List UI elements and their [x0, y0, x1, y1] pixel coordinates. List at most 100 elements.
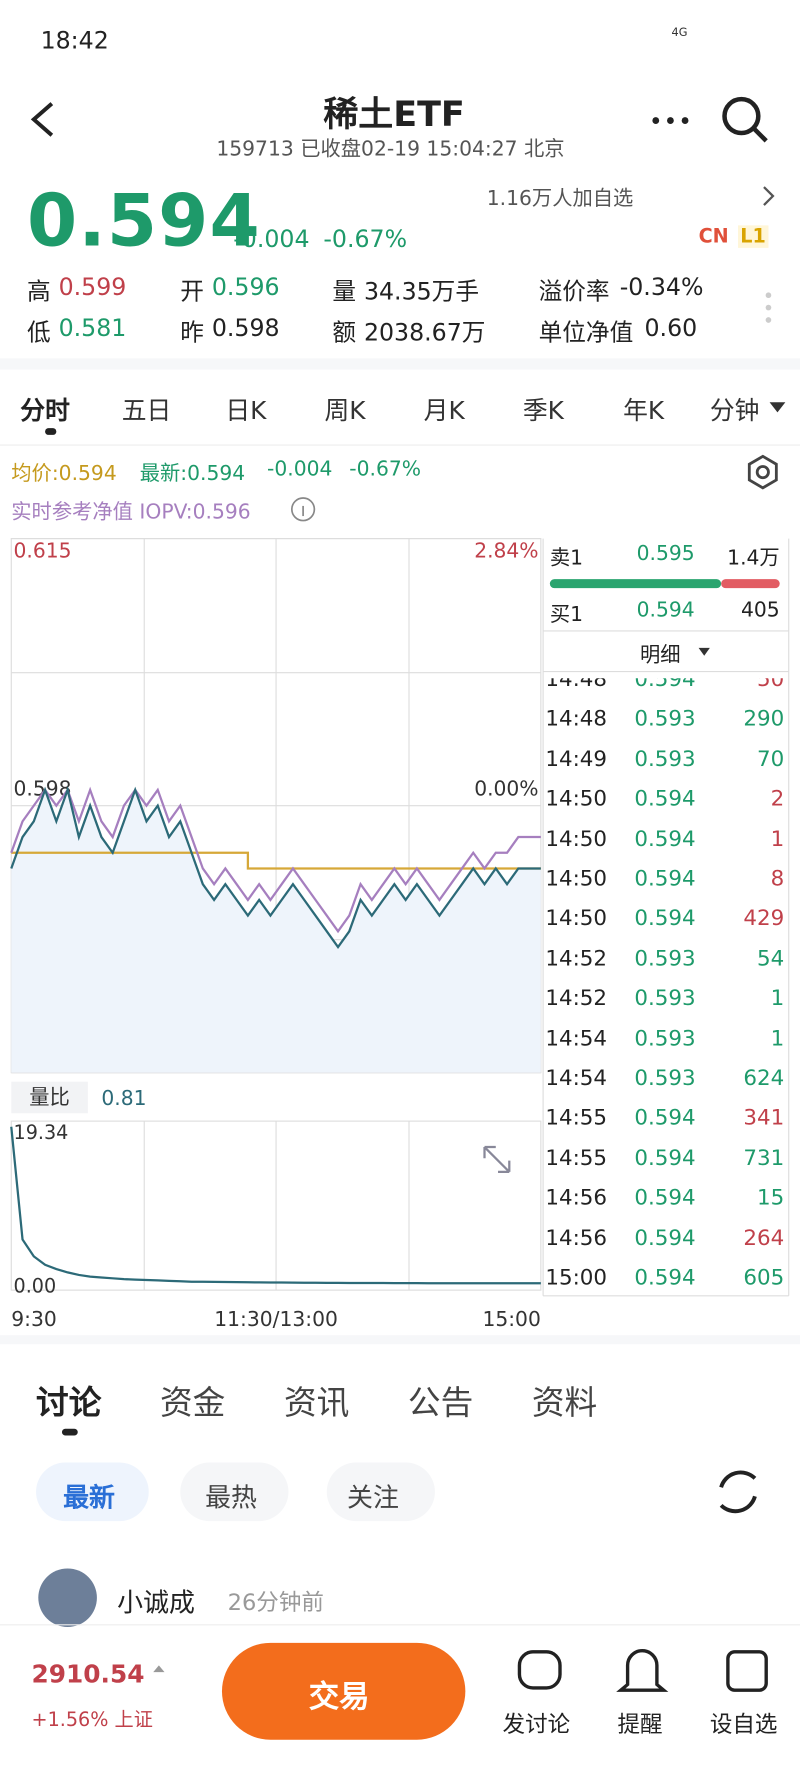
book-price: 0.594 [636, 598, 695, 622]
buy-sell-bar [549, 579, 722, 589]
tab[interactable]: 分时 [20, 397, 70, 426]
trade-volume: 264 [743, 1225, 785, 1251]
trade-volume: 15 [756, 1185, 785, 1211]
settings-icon[interactable] [747, 454, 778, 490]
index-value: 2910.54 [31, 1660, 145, 1690]
trade-price: 0.593 [634, 746, 696, 772]
trade-price: 0.594 [634, 906, 696, 932]
handle [765, 292, 772, 323]
filter-active-bg[interactable] [36, 1462, 149, 1522]
volume-label-bg [11, 1081, 88, 1114]
filter-bg[interactable] [326, 1462, 435, 1522]
trade-time: 14:49 [545, 746, 608, 772]
trade-price: 0.593 [634, 986, 696, 1011]
dropdown-icon[interactable] [769, 402, 786, 413]
trade-price: 0.594 [634, 866, 696, 892]
trade-button[interactable] [221, 1642, 466, 1740]
back-icon[interactable] [30, 102, 54, 137]
trade-volume: 731 [743, 1145, 785, 1171]
more-icon[interactable] [652, 117, 689, 124]
chevron[interactable] [763, 186, 775, 206]
section-tab[interactable]: 资讯 [283, 1383, 350, 1422]
filter-bg[interactable] [180, 1462, 289, 1522]
nav-label[interactable]: 设自选 [709, 1710, 778, 1738]
filter[interactable]: 最热 [205, 1483, 257, 1514]
trade-volume: 1 [770, 826, 785, 852]
trade-price: 0.594 [634, 1145, 696, 1171]
dropdown-icon[interactable] [698, 647, 710, 656]
section-tab[interactable]: 资金 [159, 1383, 226, 1422]
trade-volume: 50 [756, 667, 785, 692]
tab[interactable]: 周K [324, 397, 366, 426]
x-tick-label: 9:30 [11, 1307, 57, 1331]
divider [0, 358, 800, 370]
trade-price: 0.594 [634, 826, 696, 852]
trade-time: 14:50 [545, 866, 608, 892]
info-icon[interactable] [290, 497, 316, 522]
section-tab[interactable]: 公告 [407, 1383, 474, 1422]
tab-indicator [45, 428, 57, 435]
detail-label[interactable]: 明细 [639, 643, 681, 668]
y-tick-label: 0.598 [14, 776, 72, 800]
trade-time: 14:55 [545, 1145, 608, 1171]
book-volume: 1.4万 [727, 546, 780, 571]
line-avg [11, 851, 541, 870]
stat-label: 溢价率 [538, 278, 610, 306]
stat-label: 高 [27, 278, 51, 306]
stat-value: 0.581 [58, 314, 127, 342]
trade-label[interactable]: 交易 [308, 1679, 370, 1715]
trade-price: 0.593 [634, 706, 696, 732]
trade-volume: 8 [770, 866, 785, 892]
nav-icons[interactable] [517, 1649, 768, 1692]
stat-value: 0.596 [211, 273, 280, 301]
tab[interactable]: 月K [423, 397, 465, 426]
book-volume: 405 [741, 598, 780, 622]
stat-label: 单位净值 [538, 318, 634, 346]
tab[interactable]: 分钟 [709, 397, 760, 426]
volume-line [10, 1126, 541, 1285]
refresh-icon[interactable] [719, 1470, 757, 1514]
status-time: 18:42 [40, 27, 109, 55]
filter[interactable]: 最新 [63, 1483, 115, 1514]
trade-price: 0.594 [634, 667, 696, 692]
section-tab[interactable]: 讨论 [36, 1383, 102, 1422]
network: 4G [671, 27, 688, 40]
section-tab[interactable]: 资料 [531, 1383, 598, 1422]
y-tick-label: 0.615 [14, 539, 72, 563]
trade-price: 0.594 [634, 1185, 696, 1211]
change-pct: -0.67% [323, 225, 408, 253]
trade-volume: 605 [743, 1265, 785, 1291]
trade-time: 15:00 [545, 1265, 608, 1291]
avatar[interactable] [38, 1568, 97, 1628]
trade-time: 14:50 [545, 906, 608, 932]
line-price [10, 785, 541, 949]
trade-price: 0.593 [634, 1065, 696, 1091]
divider [0, 1335, 800, 1345]
nav-label[interactable]: 提醒 [617, 1710, 663, 1738]
trade-price: 0.594 [634, 1225, 696, 1251]
badge: L1 [738, 225, 769, 248]
tab[interactable]: 季K [522, 397, 564, 426]
trade-time: 14:56 [545, 1225, 608, 1251]
stat-value: 0.599 [58, 273, 127, 301]
tab[interactable]: 日K [225, 397, 267, 426]
search-icon[interactable] [722, 96, 768, 143]
trade-price: 0.594 [634, 1105, 696, 1131]
y2-tick-label: 0.00% [474, 776, 538, 800]
trade-volume: 2 [770, 786, 785, 812]
trade-time: 14:54 [545, 1026, 608, 1051]
tab[interactable]: 五日 [121, 397, 172, 426]
filter[interactable]: 关注 [347, 1483, 399, 1514]
tab[interactable]: 年K [623, 397, 665, 426]
latest-label: 最新:0.594 [139, 461, 246, 486]
trade-volume: 1 [770, 1026, 785, 1051]
volume-current: 0.81 [101, 1086, 146, 1110]
expand-icon[interactable] [483, 1145, 511, 1173]
book-side: 卖1 [549, 546, 584, 571]
trade-volume: 624 [743, 1065, 785, 1091]
nav-label[interactable]: 发讨论 [502, 1710, 571, 1738]
trade-time: 14:56 [545, 1185, 608, 1211]
stat-value: 34.35万手 [363, 278, 480, 306]
